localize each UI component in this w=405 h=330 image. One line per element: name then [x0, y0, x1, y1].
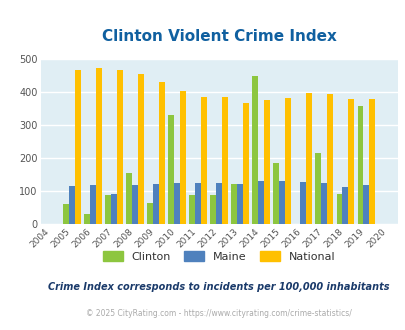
Text: Crime Index corresponds to incidents per 100,000 inhabitants: Crime Index corresponds to incidents per…	[48, 282, 389, 292]
Bar	[153, 184, 159, 224]
Bar	[105, 195, 111, 224]
Bar	[117, 70, 123, 224]
Bar	[285, 98, 290, 224]
Bar	[336, 194, 341, 224]
Bar	[321, 183, 326, 224]
Bar	[132, 185, 138, 224]
Bar	[273, 163, 279, 224]
Bar	[362, 185, 369, 224]
Bar	[174, 183, 180, 224]
Bar	[231, 184, 237, 224]
Bar	[237, 184, 243, 224]
Bar	[147, 203, 153, 224]
Bar	[357, 106, 362, 224]
Bar	[300, 182, 305, 224]
Bar	[347, 99, 353, 224]
Bar	[195, 183, 200, 224]
Bar	[75, 70, 81, 224]
Bar	[305, 93, 311, 224]
Bar	[126, 173, 132, 224]
Bar	[189, 195, 195, 224]
Bar	[341, 187, 347, 224]
Bar	[264, 100, 269, 224]
Bar	[315, 153, 321, 224]
Text: © 2025 CityRating.com - https://www.cityrating.com/crime-statistics/: © 2025 CityRating.com - https://www.city…	[86, 309, 351, 318]
Bar	[210, 195, 216, 224]
Bar	[326, 94, 333, 224]
Bar	[200, 97, 207, 224]
Bar	[90, 185, 96, 224]
Bar	[243, 103, 249, 224]
Legend: Clinton, Maine, National: Clinton, Maine, National	[98, 247, 339, 266]
Bar	[63, 204, 69, 224]
Bar	[168, 115, 174, 224]
Bar	[159, 82, 164, 224]
Bar	[252, 76, 258, 224]
Bar	[369, 99, 374, 224]
Text: Clinton Violent Crime Index: Clinton Violent Crime Index	[102, 29, 336, 44]
Bar	[138, 74, 144, 224]
Bar	[216, 183, 222, 224]
Bar	[96, 68, 102, 224]
Bar	[111, 194, 117, 224]
Bar	[258, 181, 264, 224]
Bar	[84, 214, 90, 224]
Bar	[279, 181, 285, 224]
Bar	[222, 97, 228, 224]
Bar	[69, 186, 75, 224]
Bar	[180, 91, 185, 224]
